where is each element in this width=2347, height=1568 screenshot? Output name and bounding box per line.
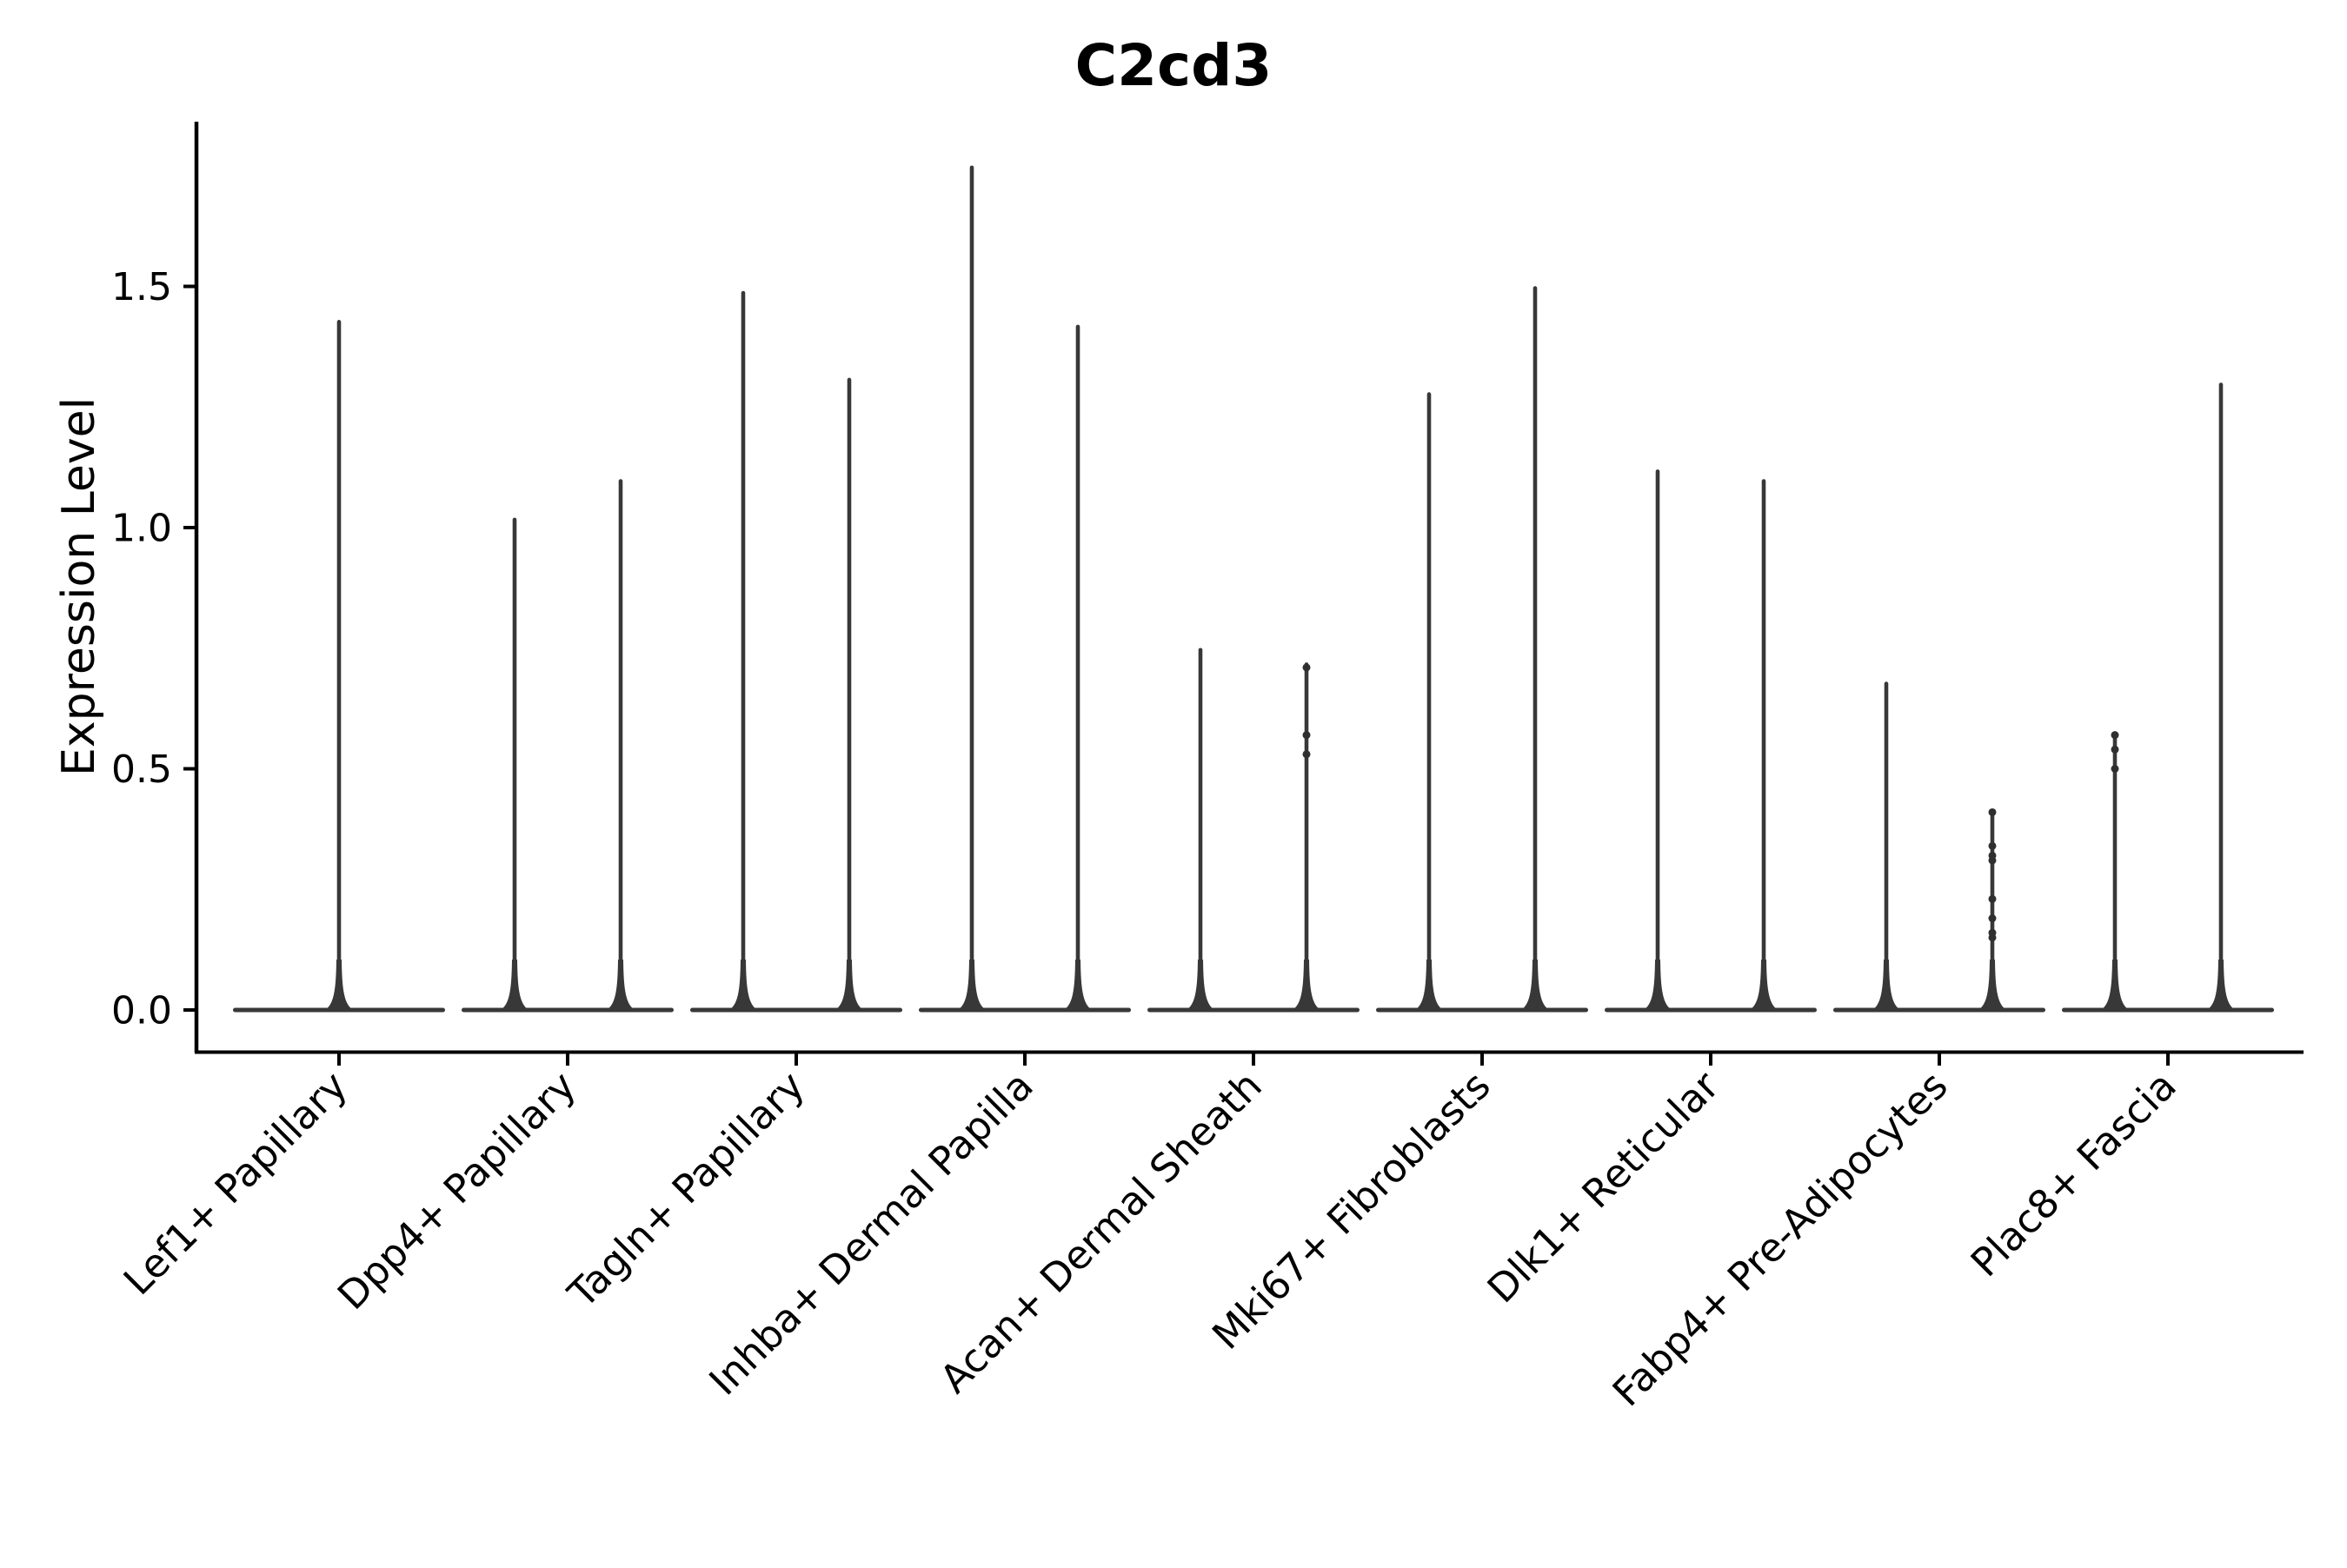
violin (1065, 324, 1091, 1010)
expression-point (1302, 750, 1311, 759)
x-tick-label: Dpp4+ Papillary (329, 1062, 585, 1319)
violin (1293, 662, 1320, 1010)
violins-layer (233, 165, 2274, 1013)
y-tick-label: 1.0 (111, 506, 172, 550)
expression-point (1988, 933, 1997, 942)
violin (1605, 469, 1817, 1013)
violin (1147, 648, 1360, 1013)
y-axis-ticks: 0.0 0.5 1.0 1.5 (111, 265, 196, 1033)
expression-point (1988, 841, 1997, 850)
expression-point (1988, 856, 1997, 865)
violin (462, 517, 674, 1013)
y-axis-label: Expression Level (53, 397, 105, 776)
expression-point (1988, 894, 1997, 903)
violin (1751, 479, 1777, 1010)
violin (233, 320, 445, 1013)
violin (1979, 807, 2005, 1010)
violin (2208, 382, 2234, 1010)
expression-point (2111, 765, 2119, 773)
x-tick-label: Plac8+ Fascia (1962, 1062, 2185, 1286)
violin (1833, 681, 2045, 1013)
expression-point (2111, 745, 2119, 754)
expression-point (1302, 663, 1311, 672)
violin (608, 479, 634, 1010)
x-tick-label: Tagln+ Papillary (559, 1062, 814, 1317)
x-tick-label: Lef1+ Papillary (115, 1062, 356, 1304)
expression-point (2111, 731, 2119, 740)
y-tick-label: 1.5 (111, 265, 172, 309)
expression-point (1988, 914, 1997, 923)
x-tick-label: Dlk1+ Reticular (1479, 1062, 1728, 1312)
violin (919, 165, 1131, 1013)
violin (2062, 731, 2274, 1013)
y-tick-label: 0.0 (111, 988, 172, 1033)
plot-title: C2cd3 (1075, 32, 1273, 99)
expression-point (1988, 807, 1997, 816)
y-tick-label: 0.5 (111, 747, 172, 792)
violin (1376, 392, 1588, 1013)
violin (1522, 286, 1548, 1010)
violin (690, 290, 902, 1013)
expression-point (1302, 731, 1311, 740)
violin (836, 377, 862, 1010)
